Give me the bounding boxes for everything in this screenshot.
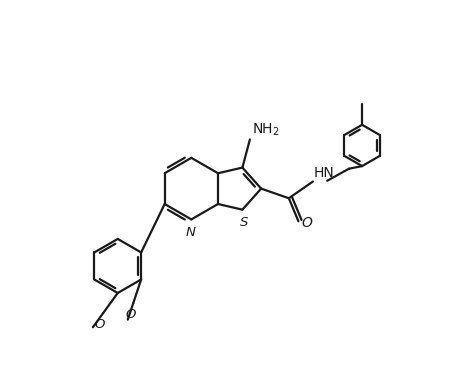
Text: O: O xyxy=(125,307,135,320)
Text: NH$_2$: NH$_2$ xyxy=(252,121,280,138)
Text: S: S xyxy=(240,216,248,229)
Text: HN: HN xyxy=(314,166,335,180)
Text: O: O xyxy=(301,216,312,230)
Text: O: O xyxy=(95,318,105,331)
Text: N: N xyxy=(186,226,196,239)
